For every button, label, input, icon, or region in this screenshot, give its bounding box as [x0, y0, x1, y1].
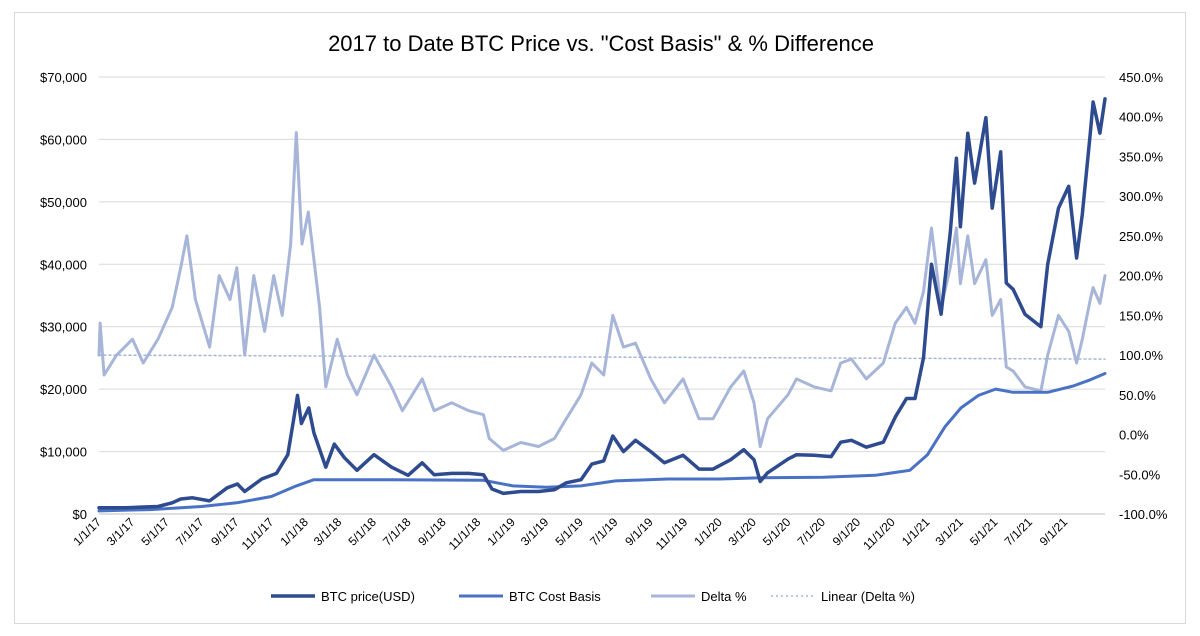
right-y-tick-label: 300.0%	[1119, 189, 1164, 204]
right-y-tick-label: -50.0%	[1119, 467, 1161, 482]
x-tick-label: 1/1/18	[277, 515, 311, 549]
x-tick: 1/1/19	[484, 515, 518, 549]
series-layer	[97, 97, 1107, 513]
x-tick: 9/1/17	[208, 515, 242, 549]
x-tick: 5/1/17	[139, 515, 173, 549]
x-tick: 7/1/17	[173, 515, 207, 549]
x-tick-label: 7/1/17	[173, 515, 207, 549]
x-tick-label: 5/1/17	[139, 515, 173, 549]
x-tick: 7/1/19	[587, 515, 621, 549]
right-y-tick-label: 250.0%	[1119, 229, 1164, 244]
right-y-tick-label: 100.0%	[1119, 348, 1164, 363]
x-tick: 11/1/18	[446, 515, 484, 553]
series-line-btc-price-usd	[97, 97, 1107, 510]
x-tick: 11/1/17	[239, 515, 277, 553]
x-tick-label: 9/1/20	[830, 515, 864, 549]
x-tick: 3/1/21	[932, 515, 966, 549]
x-tick-label: 3/1/20	[725, 515, 759, 549]
right-y-tick-label: 200.0%	[1119, 269, 1164, 284]
right-y-tick-label: 150.0%	[1119, 308, 1164, 323]
right-y-tick-label: 350.0%	[1119, 149, 1164, 164]
right-y-tick-label: -100.0%	[1119, 507, 1168, 522]
x-tick: 3/1/19	[518, 515, 552, 549]
gridlines	[99, 76, 1105, 515]
right-y-tick-label: 50.0%	[1119, 388, 1156, 403]
x-tick-label: 7/1/18	[380, 515, 414, 549]
right-y-tick-label: 400.0%	[1119, 110, 1164, 125]
right-y-axis: -100.0% -50.0% 0.0% 50.0% 100.0% 150.0% 200.0%…	[1119, 70, 1168, 522]
x-tick-label: 1/1/21	[899, 515, 933, 549]
x-tick: 11/1/19	[653, 515, 691, 553]
x-tick-label: 7/1/20	[795, 515, 829, 549]
x-tick: 7/1/18	[380, 515, 414, 549]
left-y-tick-label: $40,000	[40, 257, 87, 272]
x-tick: 5/1/20	[760, 515, 794, 549]
chart-frame: 2017 to Date BTC Price vs. "Cost Basis" …	[14, 12, 1186, 624]
x-tick-label: 11/1/20	[860, 515, 898, 553]
x-tick-label: 1/1/19	[484, 515, 518, 549]
legend-label: BTC price(USD)	[321, 589, 415, 604]
x-tick-label: 11/1/17	[239, 515, 277, 553]
x-tick-label: 11/1/19	[653, 515, 691, 553]
x-tick-label: 5/1/20	[760, 515, 794, 549]
x-tick: 9/1/19	[622, 515, 656, 549]
x-tick-label: 7/1/19	[587, 515, 621, 549]
x-tick: 3/1/18	[311, 515, 345, 549]
left-y-tick-label: $10,000	[40, 445, 87, 460]
x-tick-label: 9/1/17	[208, 515, 242, 549]
right-y-tick-label: 450.0%	[1119, 70, 1164, 85]
x-tick: 1/1/18	[277, 515, 311, 549]
x-tick: 9/1/18	[415, 515, 449, 549]
x-tick: 5/1/21	[967, 515, 1001, 549]
x-tick: 9/1/20	[830, 515, 864, 549]
left-y-tick-label: $50,000	[40, 195, 87, 210]
x-tick-label: 1/1/20	[691, 515, 725, 549]
legend: BTC price(USD) BTC Cost Basis Delta % Linea…	[271, 589, 915, 604]
x-tick-label: 9/1/19	[622, 515, 656, 549]
chart-canvas: 2017 to Date BTC Price vs. "Cost Basis" …	[40, 31, 1168, 604]
chart-title: 2017 to Date BTC Price vs. "Cost Basis" …	[328, 31, 874, 56]
x-tick-label: 5/1/21	[967, 515, 1001, 549]
x-tick-label: 5/1/19	[552, 515, 586, 549]
left-y-tick-label: $70,000	[40, 70, 87, 85]
x-tick-label: 3/1/17	[104, 515, 138, 549]
series-line-btc-cost-basis	[97, 372, 1107, 513]
x-tick-label: 5/1/18	[345, 515, 379, 549]
x-tick: 3/1/20	[725, 515, 759, 549]
left-y-tick-label: $30,000	[40, 320, 87, 335]
x-tick: 5/1/19	[552, 515, 586, 549]
left-y-tick-label: $0	[73, 507, 87, 522]
x-tick: 1/1/20	[691, 515, 725, 549]
x-tick: 7/1/20	[795, 515, 829, 549]
legend-label: Linear (Delta %)	[821, 589, 915, 604]
x-tick: 11/1/20	[860, 515, 898, 553]
left-y-tick-label: $60,000	[40, 132, 87, 147]
legend-label: BTC Cost Basis	[509, 589, 601, 604]
x-tick-label: 3/1/21	[932, 515, 966, 549]
right-y-tick-label: 0.0%	[1119, 428, 1149, 443]
x-tick: 5/1/18	[345, 515, 379, 549]
left-y-tick-label: $20,000	[40, 382, 87, 397]
legend-label: Delta %	[701, 589, 747, 604]
series-line-linear-delta	[98, 354, 1106, 360]
x-tick-label: 11/1/18	[446, 515, 484, 553]
x-tick: 3/1/17	[104, 515, 138, 549]
x-tick-label: 9/1/21	[1037, 515, 1071, 549]
x-tick: 9/1/21	[1037, 515, 1071, 549]
x-tick-label: 7/1/21	[1002, 515, 1036, 549]
x-tick-label: 3/1/18	[311, 515, 345, 549]
x-tick: 7/1/21	[1002, 515, 1036, 549]
series-line-delta	[97, 131, 1107, 452]
x-tick-label: 3/1/19	[518, 515, 552, 549]
x-tick: 1/1/21	[899, 515, 933, 549]
x-tick-label: 9/1/18	[415, 515, 449, 549]
left-y-axis: $0 $10,000 $20,000 $30,000 $40,000 $50,000 $60…	[40, 70, 87, 522]
